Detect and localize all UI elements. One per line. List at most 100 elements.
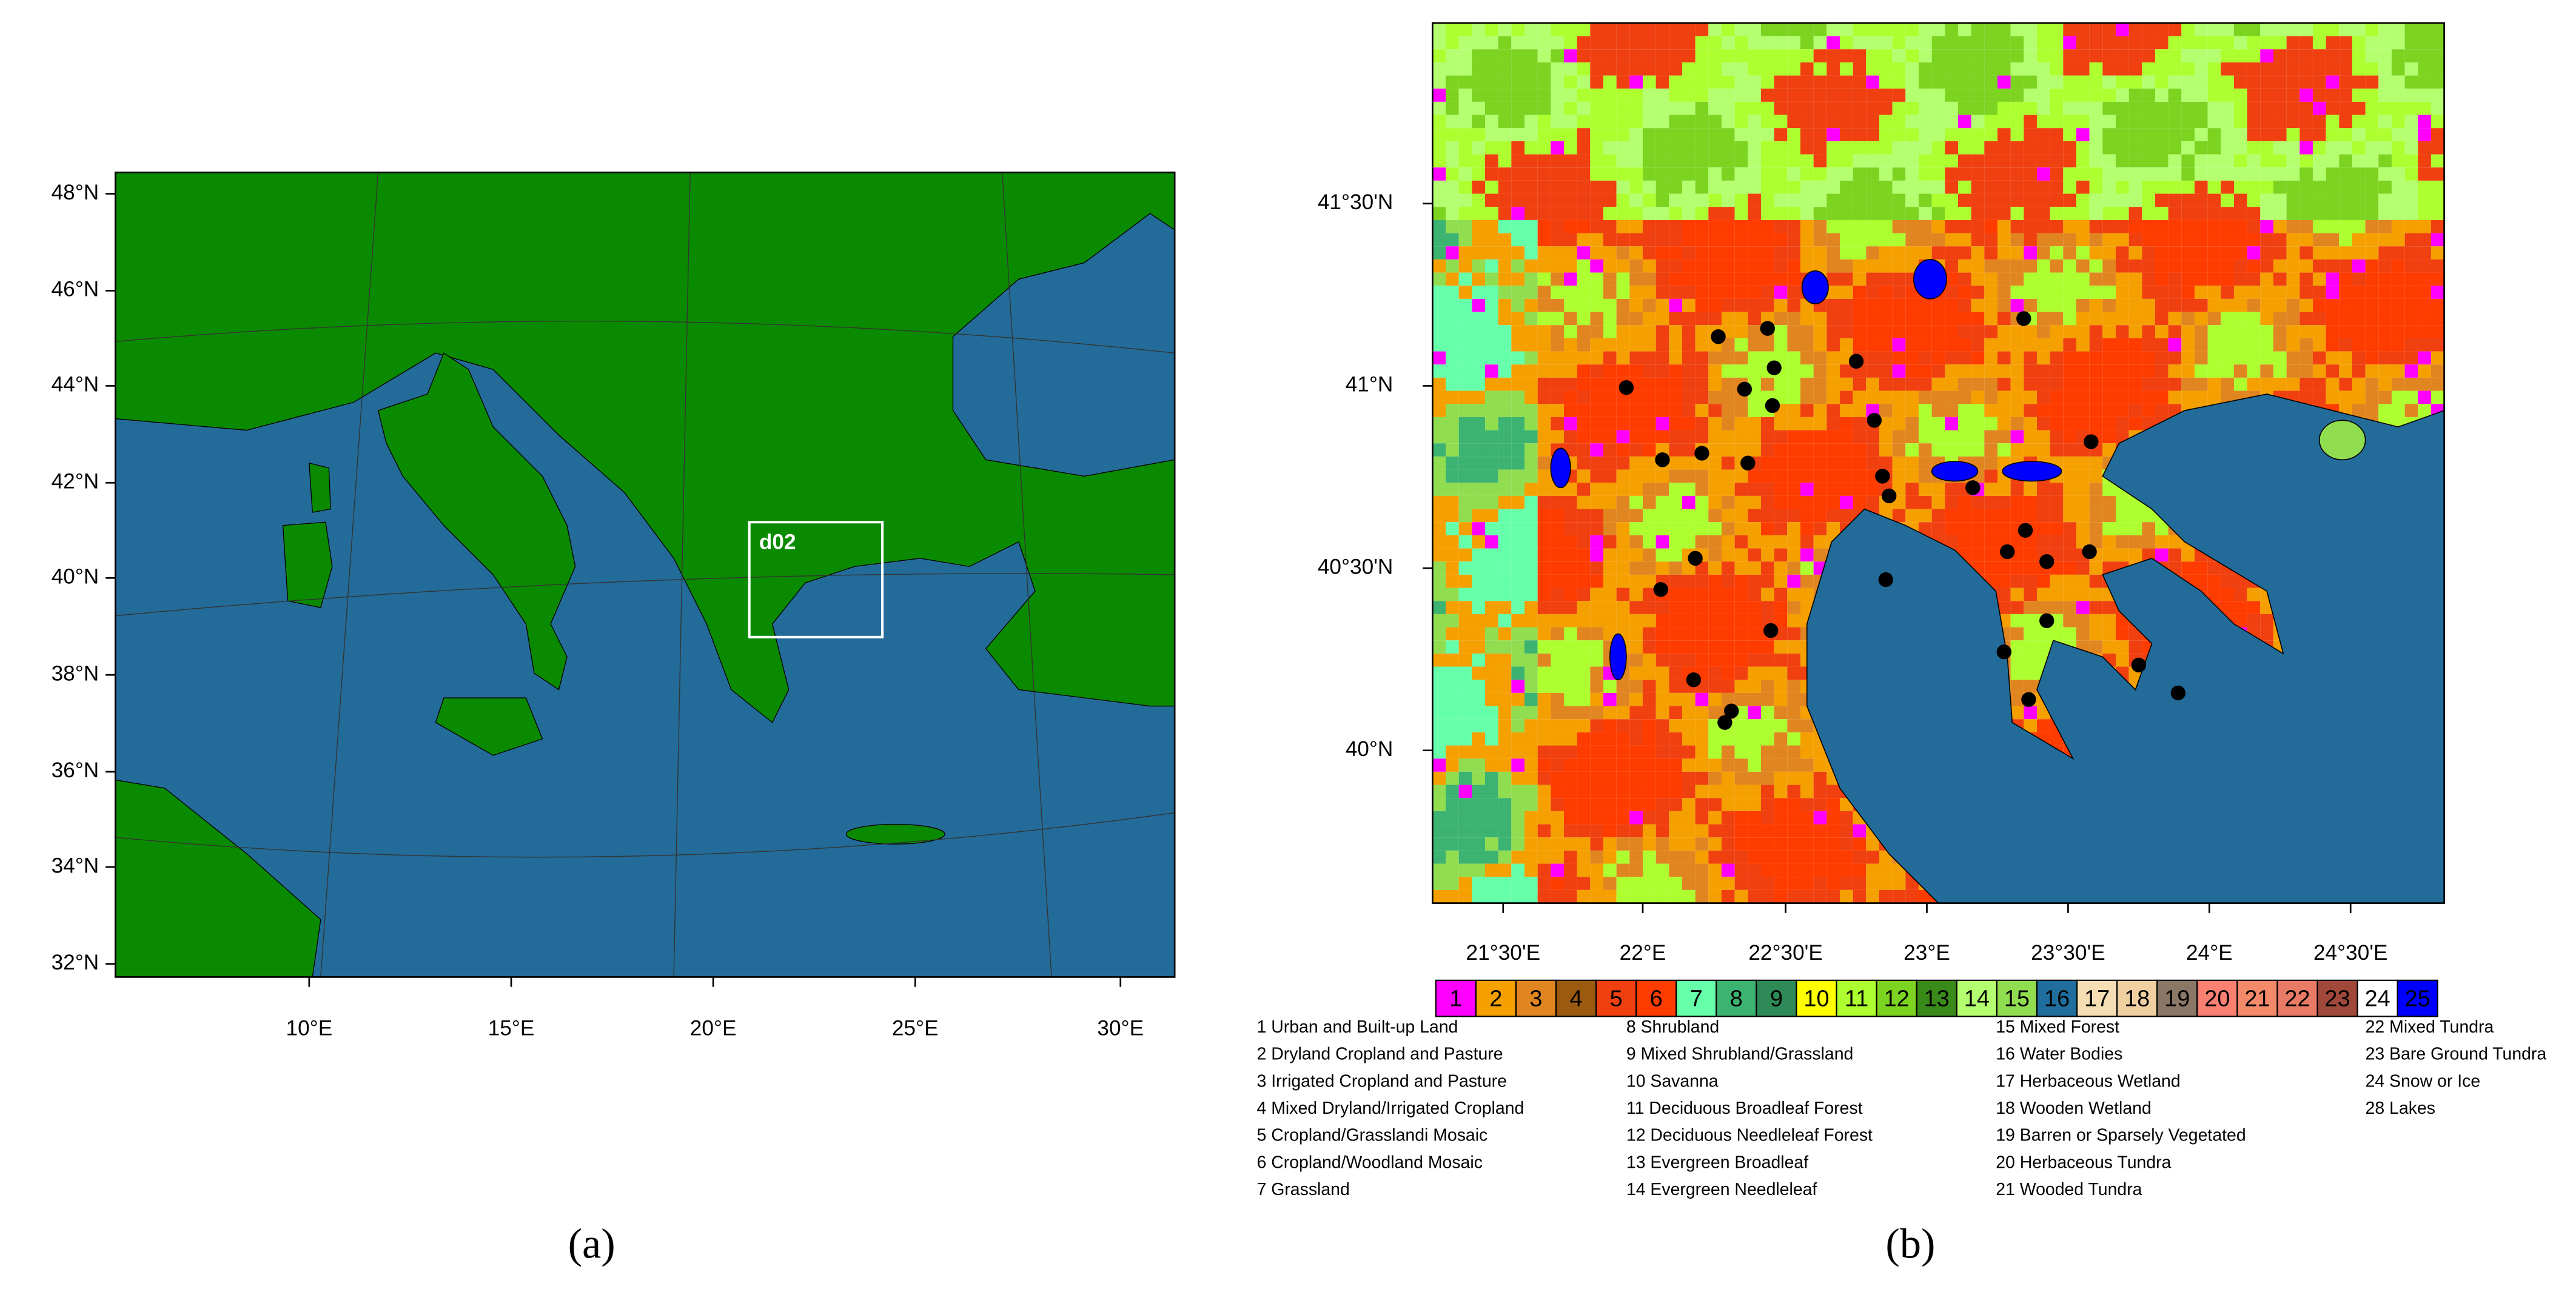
landuse-cell (1616, 207, 1630, 220)
landuse-cell (1721, 180, 1735, 194)
landuse-cell (2352, 286, 2366, 299)
landuse-cell (1695, 390, 1709, 404)
landuse-cell (2168, 141, 2182, 155)
landuse-cell (2378, 259, 2392, 273)
landuse-cell (1629, 771, 1643, 785)
landuse-cell (1866, 863, 1879, 877)
landuse-cell (1682, 246, 1696, 259)
landuse-cell (2418, 62, 2431, 76)
landuse-cell (2352, 325, 2366, 338)
landuse-cell (1734, 298, 1748, 312)
landuse-cell (1498, 219, 1512, 233)
landuse-cell (1997, 417, 2011, 430)
landuse-cell (1813, 745, 1827, 759)
landuse-cell (2024, 614, 2037, 628)
landuse-cell (1603, 443, 1617, 457)
landuse-cell (1892, 141, 1906, 155)
landuse-cell (2312, 351, 2326, 365)
landuse-cell (2142, 286, 2155, 299)
landuse-cell (1787, 233, 1800, 247)
landuse-cell (2128, 180, 2142, 194)
landuse-cell (2391, 36, 2405, 50)
landuse-cell (2312, 101, 2326, 115)
landuse-cell (1551, 351, 1564, 365)
landuse-cell (1655, 259, 1669, 273)
landuse-cell (1445, 180, 1459, 194)
landuse-cell (2115, 141, 2129, 155)
landuse-cell (2076, 522, 2090, 535)
landuse-cell (1774, 509, 1788, 523)
landuse-cell (1734, 180, 1748, 194)
landuse-cell (1563, 259, 1577, 273)
landuse-cell (1839, 193, 1853, 207)
landuse-cell (1484, 614, 1498, 628)
landuse-cell (1577, 430, 1591, 444)
landuse-cell (1826, 495, 1840, 509)
landuse-cell (1760, 338, 1774, 352)
landuse-cell (2273, 154, 2287, 168)
landuse-cell (2168, 286, 2182, 299)
landuse-cell (1484, 561, 1498, 575)
landuse-cell (1695, 732, 1709, 746)
landuse-cell (2207, 312, 2221, 326)
landuse-cell (1682, 141, 1696, 155)
landuse-cell (2430, 233, 2444, 247)
landuse-cell (1537, 548, 1551, 562)
landuse-cell (1432, 509, 1446, 523)
landuse-cell (1445, 89, 1459, 102)
landuse-cell (1655, 115, 1669, 129)
landuse-cell (1458, 325, 1472, 338)
landuse-cell (2299, 325, 2313, 338)
landuse-cell (1669, 128, 1682, 141)
landuse-cell (2418, 75, 2431, 89)
landuse-cell (2076, 377, 2090, 391)
landuse-cell (2063, 588, 2076, 601)
landuse-cell (2010, 154, 2024, 168)
landuse-cell (1879, 443, 1893, 457)
landuse-cell (1590, 312, 1603, 326)
landuse-cell (1708, 167, 1722, 181)
landuse-cell (1577, 417, 1591, 430)
landuse-cell (2286, 128, 2300, 141)
landuse-cell (1669, 483, 1682, 496)
landuse-cell (1748, 207, 1761, 220)
landuse-cell (1432, 141, 1446, 155)
landuse-cell (1484, 719, 1498, 732)
landuse-cell (1682, 706, 1696, 720)
landuse-cell (1511, 430, 1524, 444)
landuse-cell (1708, 377, 1722, 391)
landuse-cell (1931, 115, 1945, 129)
landuse-cell (1432, 62, 1446, 76)
landuse-cell (1853, 495, 1867, 509)
landuse-cell (2260, 180, 2273, 194)
landuse-cell (1551, 233, 1564, 247)
landuse-cell (1826, 430, 1840, 444)
landuse-cell (1603, 548, 1617, 562)
landuse-cell (2128, 640, 2142, 654)
landuse-cell (1971, 141, 1985, 155)
landuse-cell (1603, 680, 1617, 693)
landuse-cell (2312, 128, 2326, 141)
landuse-cell (1760, 89, 1774, 102)
landuse-cell (1432, 351, 1446, 365)
landuse-cell (1642, 233, 1656, 247)
landuse-cell (1577, 469, 1591, 483)
landuse-cell (1787, 456, 1800, 470)
landuse-cell (2168, 115, 2182, 129)
landuse-cell (2102, 233, 2116, 247)
landuse-cell (1511, 588, 1524, 601)
landuse-cell (1458, 128, 1472, 141)
landuse-cell (1813, 207, 1827, 220)
landuse-cell (2404, 128, 2418, 141)
landuse-cell (2142, 535, 2155, 549)
landuse-cell (1603, 325, 1617, 338)
landuse-cell (1590, 483, 1603, 496)
landuse-cell (1524, 233, 1538, 247)
parallel (115, 320, 1175, 353)
landuse-cell (2260, 207, 2273, 220)
landuse-cell (1472, 680, 1485, 693)
landuse-cell (1669, 233, 1682, 247)
landuse-cell (2089, 36, 2103, 50)
landuse-cell (1892, 417, 1906, 430)
